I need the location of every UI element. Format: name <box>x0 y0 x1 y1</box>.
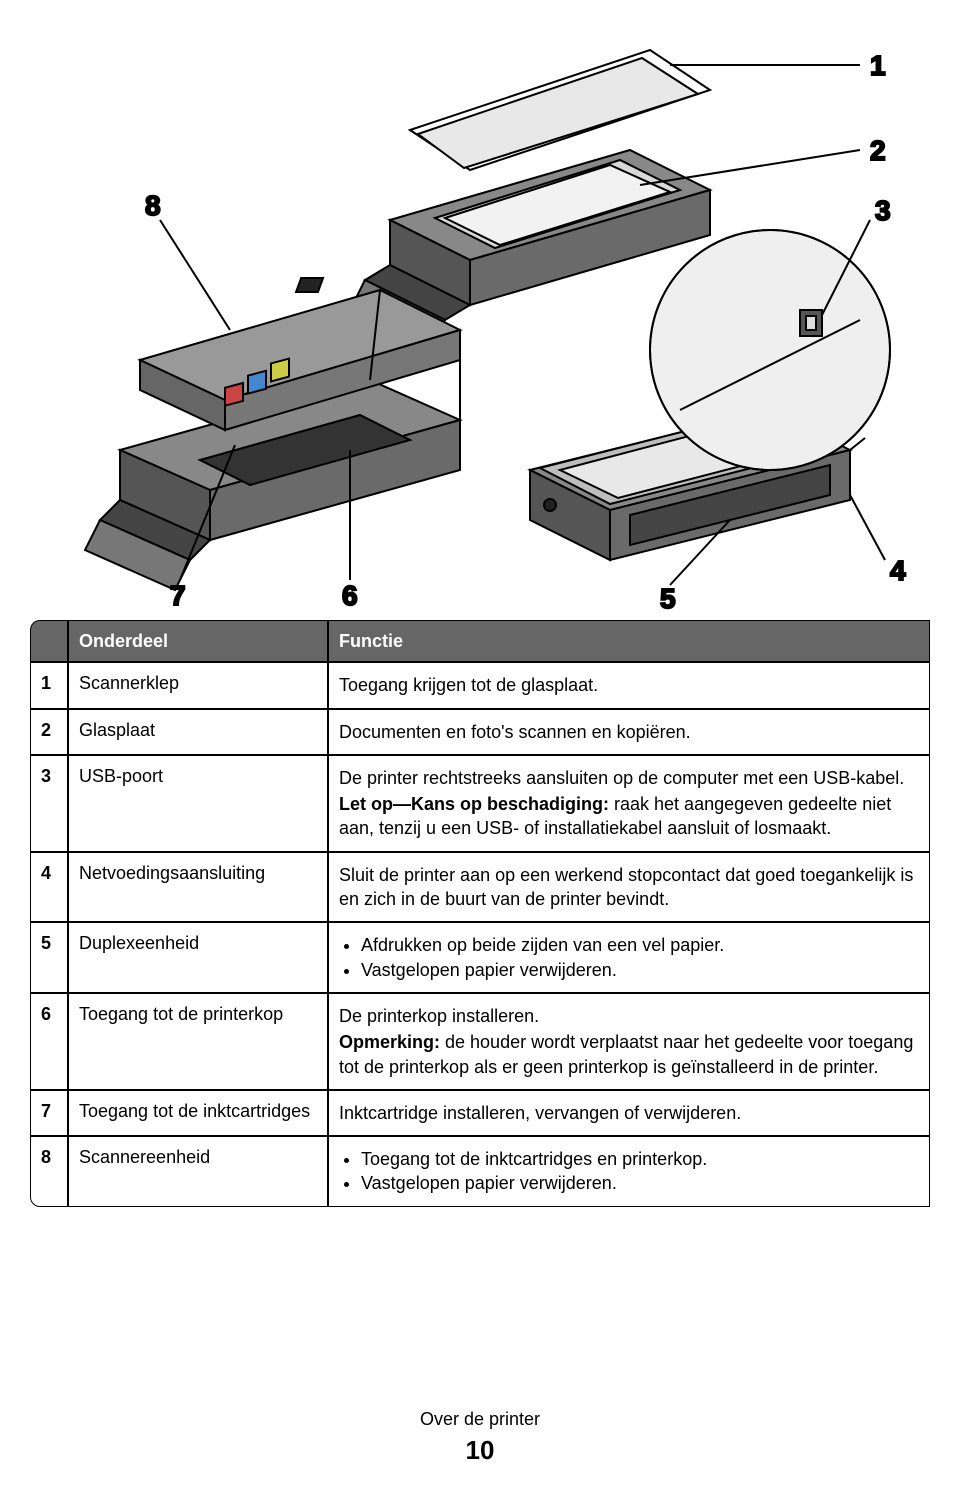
callout-2: 2 <box>870 135 886 166</box>
table-row: 3 USB-poort De printer rechtstreeks aans… <box>30 755 930 852</box>
col-num <box>30 620 68 662</box>
footer-page-number: 10 <box>30 1433 930 1468</box>
callout-3: 3 <box>875 195 891 226</box>
page-footer: Over de printer 10 <box>30 1407 930 1468</box>
callout-7: 7 <box>170 580 186 610</box>
parts-table: Onderdeel Functie 1 Scannerklep Toegang … <box>30 620 930 1207</box>
printer-diagram: 1 2 3 4 5 6 7 8 <box>30 20 930 610</box>
callout-5: 5 <box>660 583 676 610</box>
callout-4: 4 <box>890 555 906 586</box>
table-row: 2 Glasplaat Documenten en foto's scannen… <box>30 709 930 755</box>
table-row: 6 Toegang tot de printerkop De printerko… <box>30 993 930 1090</box>
callout-1: 1 <box>870 50 886 81</box>
printer-bottom-left <box>85 290 460 590</box>
callout-8: 8 <box>145 190 161 221</box>
col-part: Onderdeel <box>68 620 328 662</box>
table-row: 1 Scannerklep Toegang krijgen tot de gla… <box>30 662 930 708</box>
col-func: Functie <box>328 620 930 662</box>
callout-6: 6 <box>342 580 358 610</box>
printer-bottom-right <box>530 230 890 560</box>
diagram-svg: 1 2 3 4 5 6 7 8 <box>30 20 930 610</box>
footer-title: Over de printer <box>30 1407 930 1431</box>
table-row: 7 Toegang tot de inktcartridges Inktcart… <box>30 1090 930 1136</box>
table-row: 8 Scannereenheid Toegang tot de inktcart… <box>30 1136 930 1207</box>
table-row: 5 Duplexeenheid Afdrukken op beide zijde… <box>30 922 930 993</box>
table-row: 4 Netvoedingsaansluiting Sluit de printe… <box>30 852 930 923</box>
